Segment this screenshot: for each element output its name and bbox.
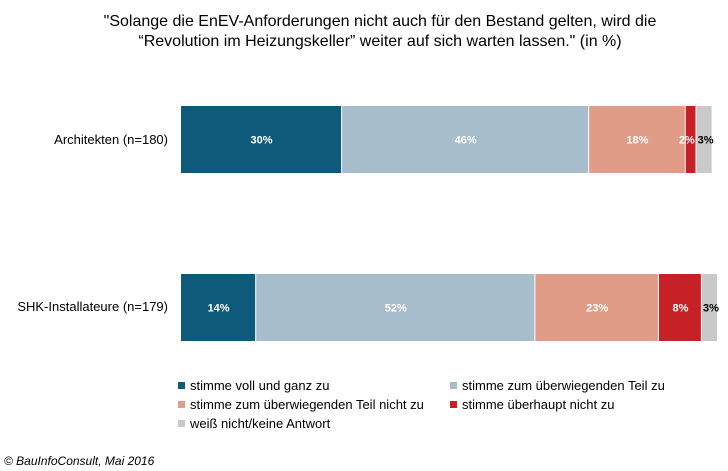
legend-item-ueberwiegend-zu: stimme zum überwiegenden Teil zu xyxy=(450,378,665,393)
data-label-2-3: 23% xyxy=(586,303,608,315)
copyright-note: © BauInfoConsult, Mai 2016 xyxy=(4,454,155,468)
bar-segment-1-2 xyxy=(342,106,589,173)
legend-item-ueberwiegend-nicht-zu: stimme zum überwiegenden Teil nicht zu xyxy=(178,397,424,412)
legend-label: weiß nicht/keine Antwort xyxy=(190,416,331,431)
data-label-1-2: 46% xyxy=(455,135,477,147)
bar-segment-2-5 xyxy=(701,274,717,341)
legend-label: stimme voll und ganz zu xyxy=(190,378,330,393)
data-label-1-3: 18% xyxy=(626,135,648,147)
data-label-1-4: 2% xyxy=(679,135,695,147)
legend-swatch xyxy=(178,382,185,389)
bar-segment-1-3 xyxy=(589,106,685,173)
chart-title: "Solange die EnEV-Anforderungen nicht au… xyxy=(100,12,660,52)
bar-segment-2-1 xyxy=(181,274,256,341)
data-label-2-2: 52% xyxy=(385,303,407,315)
data-label-1-1: 30% xyxy=(251,135,273,147)
data-label-1-5: 3% xyxy=(698,135,714,147)
bar-segment-1-1 xyxy=(181,106,342,173)
data-label-2-5: 3% xyxy=(703,303,719,315)
bar-segment-2-3 xyxy=(535,274,658,341)
category-label-shk-installateure: SHK-Installateure (n=179) xyxy=(17,299,168,314)
legend-swatch xyxy=(178,420,185,427)
bar-segment-1-5 xyxy=(696,106,712,173)
bar-segment-2-2 xyxy=(256,274,535,341)
legend-label: stimme zum überwiegenden Teil nicht zu xyxy=(190,397,424,412)
legend-label: stimme überhaupt nicht zu xyxy=(462,397,615,412)
bar-segment-1-4 xyxy=(685,106,696,173)
legend-item-weiss-nicht: weiß nicht/keine Antwort xyxy=(178,416,330,431)
legend-swatch xyxy=(450,401,457,408)
legend-swatch xyxy=(450,382,457,389)
legend-swatch xyxy=(178,401,185,408)
bar-segment-2-4 xyxy=(658,274,701,341)
chart-title-line-1: "Solange die EnEV-Anforderungen nicht au… xyxy=(103,13,657,30)
chart-title-line-2: “Revolution im Heizungskeller” weiter au… xyxy=(138,33,622,50)
legend-item-ueberhaupt-nicht-zu: stimme überhaupt nicht zu xyxy=(450,397,614,412)
category-label-architekten: Architekten (n=180) xyxy=(54,132,168,147)
data-label-2-4: 8% xyxy=(672,303,688,315)
legend-label: stimme zum überwiegenden Teil zu xyxy=(462,378,665,393)
legend-item-voll-und-ganz: stimme voll und ganz zu xyxy=(178,378,329,393)
data-label-2-1: 14% xyxy=(208,303,230,315)
